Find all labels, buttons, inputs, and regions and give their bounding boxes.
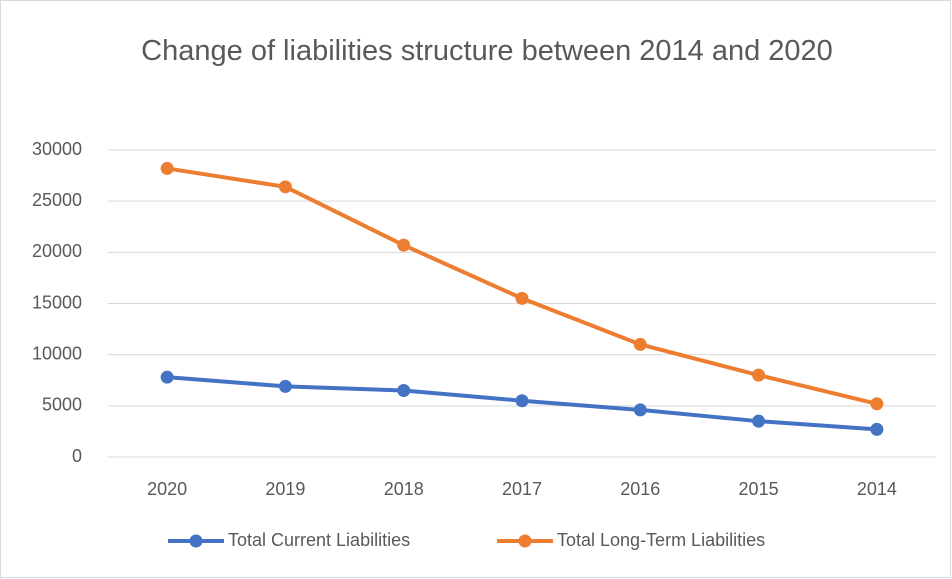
- data-point: [633, 337, 647, 351]
- x-tick-label: 2019: [265, 479, 305, 499]
- y-tick-label: 0: [72, 446, 82, 466]
- data-point: [515, 291, 529, 305]
- data-point: [633, 403, 647, 417]
- data-point: [870, 397, 884, 411]
- x-tick-label: 2018: [384, 479, 424, 499]
- y-tick-label: 30000: [32, 139, 82, 159]
- data-point: [278, 180, 292, 194]
- legend-marker: [518, 534, 532, 548]
- y-tick-label: 25000: [32, 190, 82, 210]
- x-tick-label: 2020: [147, 479, 187, 499]
- chart-title: Change of liabilities structure between …: [141, 35, 833, 67]
- data-point: [397, 383, 411, 397]
- y-tick-label: 10000: [32, 343, 82, 363]
- data-point: [752, 368, 766, 382]
- data-point: [870, 422, 884, 436]
- y-tick-label: 5000: [42, 395, 82, 415]
- data-point: [160, 161, 174, 175]
- x-tick-label: 2014: [857, 479, 897, 499]
- data-point: [515, 394, 529, 408]
- x-tick-label: 2017: [502, 479, 542, 499]
- x-tick-label: 2015: [739, 479, 779, 499]
- y-tick-label: 20000: [32, 241, 82, 261]
- legend-label: Total Current Liabilities: [228, 530, 410, 550]
- legend-marker: [189, 534, 203, 548]
- legend-label: Total Long-Term Liabilities: [557, 530, 765, 550]
- data-point: [397, 238, 411, 252]
- y-tick-label: 15000: [32, 292, 82, 312]
- data-point: [160, 370, 174, 384]
- x-tick-label: 2016: [620, 479, 660, 499]
- data-point: [752, 414, 766, 428]
- data-point: [278, 379, 292, 393]
